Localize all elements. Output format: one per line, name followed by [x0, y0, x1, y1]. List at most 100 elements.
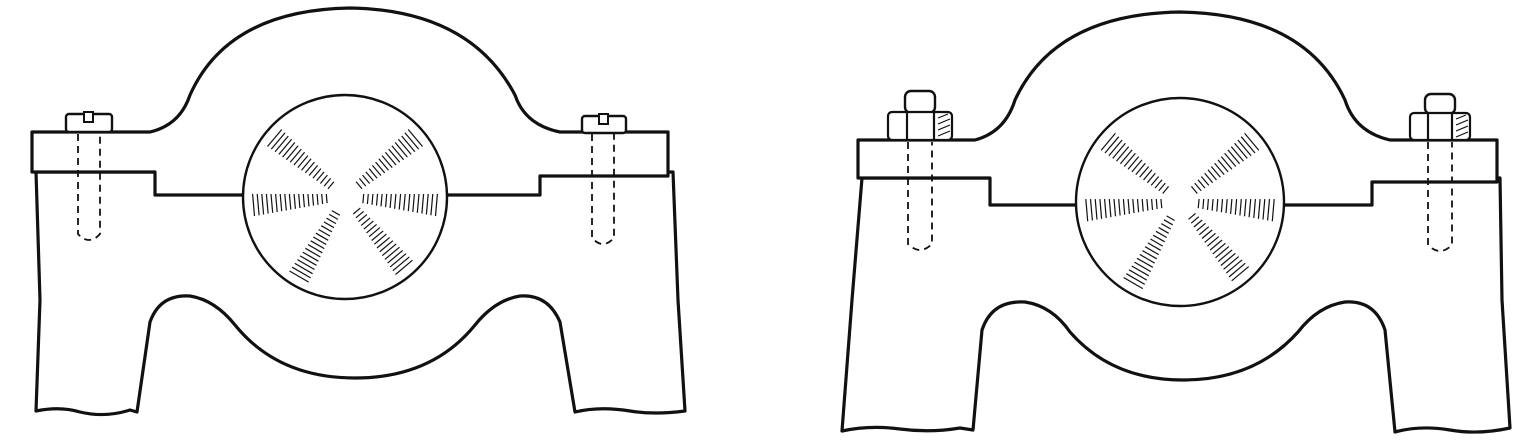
hatch-stroke — [1139, 166, 1150, 178]
hatch-stroke — [1210, 166, 1221, 178]
hatch-stroke — [307, 193, 310, 207]
hatch-stroke — [279, 193, 283, 212]
hatch-stroke — [1132, 199, 1135, 214]
bolt-right-b — [1408, 92, 1472, 252]
hatch-stroke — [1198, 226, 1210, 236]
hatch-stroke — [394, 193, 397, 209]
hatch-stroke — [1201, 229, 1213, 239]
hatch-stroke — [261, 193, 265, 215]
nut — [886, 110, 954, 142]
hatch-stroke — [1144, 246, 1160, 256]
hatch-stroke — [1118, 199, 1121, 216]
hatch-stroke — [416, 193, 420, 213]
hatch-stroke — [388, 148, 401, 163]
hatch-stroke — [1123, 152, 1136, 167]
hatch-stroke — [371, 165, 382, 176]
hatch-stroke — [434, 193, 438, 217]
hatch-stroke — [389, 253, 407, 268]
hatch-stroke — [1202, 198, 1205, 210]
hatch-stroke — [1207, 236, 1220, 247]
hatch-stroke — [1220, 199, 1224, 213]
hatch-stroke — [380, 193, 383, 207]
hatch-stroke — [1125, 273, 1146, 285]
hatch-stroke — [358, 178, 367, 187]
hatch-stroke — [285, 145, 299, 161]
hatch-stroke — [302, 193, 305, 208]
hatch-stroke — [1237, 139, 1252, 157]
hatch-stroke — [1136, 199, 1140, 213]
hatch-stroke — [1158, 226, 1169, 234]
hatch-stroke — [1161, 223, 1171, 230]
hatch-stroke — [267, 129, 283, 147]
hatch-stroke — [316, 193, 319, 205]
hatch-stroke — [1131, 159, 1143, 173]
hatch-stroke — [289, 148, 302, 163]
hatch-stroke — [1150, 176, 1160, 186]
hatch-stroke — [397, 138, 412, 155]
hatch-stroke — [302, 251, 319, 262]
hatch-stroke — [1217, 159, 1229, 173]
hatch-stroke — [1225, 199, 1228, 214]
hatch-stroke — [1146, 172, 1156, 184]
hatch-stroke — [1215, 246, 1230, 259]
hatch-stroke — [387, 249, 404, 264]
bolt-right-a — [886, 89, 954, 251]
hatch-stroke — [1230, 146, 1244, 162]
hatch-stroke — [1134, 261, 1152, 273]
hatch-stroke — [421, 193, 425, 214]
bearing-view-right — [840, 10, 1512, 434]
hatch-stroke — [291, 266, 311, 279]
hatch-stroke — [1099, 199, 1103, 219]
hatch-stroke — [1100, 132, 1116, 151]
hatch-stroke — [1142, 250, 1157, 260]
hatch-stroke — [1089, 199, 1093, 221]
screw-left-a — [64, 111, 114, 241]
hatch-stroke — [1163, 219, 1173, 226]
hatch-stroke — [412, 193, 415, 213]
hatch-stroke — [1155, 230, 1167, 239]
hatch-stroke — [1104, 136, 1120, 154]
hatch-stroke — [1122, 199, 1126, 215]
hatch-stroke — [1151, 198, 1154, 210]
hatch-stroke — [374, 233, 387, 245]
hatch-stroke — [1257, 199, 1261, 219]
joint-line-right — [856, 176, 1499, 207]
hatch-stroke — [1127, 199, 1130, 214]
hatch-stroke — [1240, 136, 1256, 154]
hatch-stroke — [1104, 199, 1107, 219]
hatch-stroke — [320, 225, 333, 233]
hatch-stroke — [294, 262, 313, 275]
hatch-stroke — [284, 193, 287, 211]
hatch-stroke — [1094, 199, 1098, 220]
hatch-stroke — [379, 240, 394, 253]
hatch-stroke — [1116, 146, 1130, 162]
hatch-stroke — [375, 161, 386, 174]
hatch-stroke — [403, 193, 406, 211]
hatch-stroke — [1119, 149, 1133, 165]
bearing-view-left — [30, 6, 687, 417]
shaft-section-left — [241, 93, 449, 301]
hatch-stroke — [323, 178, 332, 187]
hatch-stroke — [1143, 169, 1153, 181]
hatch-stroke — [288, 193, 292, 210]
hatch-stroke — [319, 174, 328, 184]
hatch-stroke — [298, 193, 301, 209]
hatch-stroke — [1253, 199, 1256, 219]
hatch-stroke — [297, 155, 309, 168]
hatch-stroke — [293, 193, 296, 209]
hatch-stroke — [362, 193, 365, 204]
hatch-stroke — [398, 193, 402, 210]
hatch-stroke — [1139, 253, 1156, 264]
hatch-stroke — [1248, 199, 1252, 218]
hatch-stroke — [289, 270, 310, 283]
hatch-stroke — [310, 240, 325, 250]
hatch-stroke — [1193, 219, 1203, 228]
hatch-stroke — [318, 228, 331, 237]
hatch-stroke — [323, 221, 335, 229]
hatch-stroke — [307, 243, 323, 254]
hatch-stroke — [1217, 249, 1233, 263]
hatch-stroke — [384, 246, 400, 260]
hatch-stroke — [365, 171, 374, 182]
hatch-stroke — [316, 171, 325, 182]
